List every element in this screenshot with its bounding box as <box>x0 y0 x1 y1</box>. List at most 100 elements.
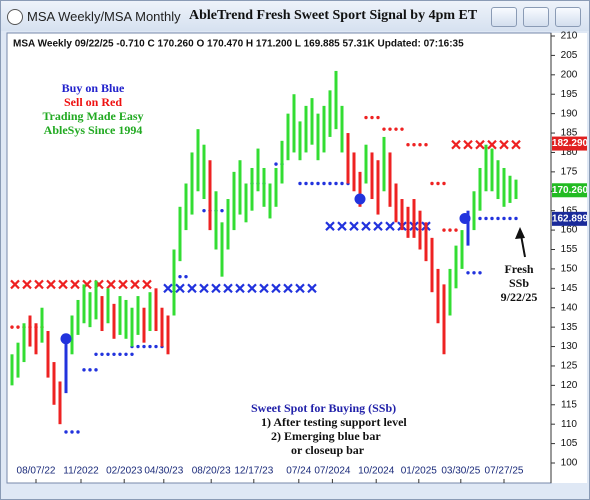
y-tick-label: 145 <box>561 283 578 294</box>
x-marker <box>235 283 245 294</box>
y-tick-label: 210 <box>561 31 578 42</box>
stop-dot <box>64 430 68 434</box>
note: AbleSys Since 1994 <box>44 123 143 137</box>
minimize-button[interactable] <box>491 7 517 27</box>
title-bar: MSA Weekly/MSA Monthly AbleTrend Fresh S… <box>1 1 589 31</box>
stop-dot <box>478 216 482 221</box>
y-tick-label: 130 <box>561 341 578 352</box>
x-marker <box>22 279 32 290</box>
x-tick-label: 07/24 <box>286 466 311 477</box>
x-marker <box>211 283 221 294</box>
price-tag-label: 162.899 <box>552 213 587 224</box>
app-icon <box>7 9 23 25</box>
x-marker <box>451 139 461 150</box>
x-marker <box>163 283 173 294</box>
stop-dot <box>388 127 392 131</box>
maximize-button[interactable] <box>523 7 549 27</box>
y-tick-label: 100 <box>561 458 578 469</box>
x-marker <box>175 283 185 294</box>
stop-dot <box>490 216 494 221</box>
stop-dot <box>106 352 110 357</box>
stop-dot <box>340 181 344 186</box>
stop-dot <box>406 142 410 147</box>
stop-dot <box>82 368 86 372</box>
stop-dot <box>430 181 434 186</box>
x-marker <box>10 279 20 290</box>
y-tick-label: 140 <box>561 302 578 313</box>
note: Buy on Blue <box>62 81 125 95</box>
stop-dot <box>448 228 452 232</box>
price-tag <box>552 183 587 198</box>
x-marker <box>223 283 233 294</box>
y-tick-label: 160 <box>561 225 578 236</box>
x-marker <box>70 279 80 290</box>
signal-dot <box>459 212 471 224</box>
stop-dot <box>274 162 278 166</box>
x-tick-label: 08/07/22 <box>17 466 56 477</box>
y-tick-label: 155 <box>561 244 578 255</box>
x-marker <box>283 283 293 294</box>
x-marker <box>118 279 128 290</box>
stop-dot <box>484 216 488 221</box>
info-line: MSA Weekly 09/22/25 -0.710 C 170.260 O 1… <box>13 39 464 50</box>
stop-dot <box>148 344 152 349</box>
y-tick-label: 120 <box>561 380 578 391</box>
x-marker <box>349 221 359 231</box>
legend-notes: Buy on Blue Sell on Red Trading Made Eas… <box>42 81 143 137</box>
stop-dot <box>70 430 74 434</box>
x-tick-label: 03/30/25 <box>441 466 480 477</box>
y-tick-label: 195 <box>561 89 578 100</box>
x-marker <box>199 283 209 294</box>
y-tick-label: 135 <box>561 322 578 333</box>
stop-dot <box>298 181 302 186</box>
price-tag-label: 182.290 <box>552 138 587 149</box>
x-marker <box>58 279 68 290</box>
stop-dot <box>400 127 404 131</box>
y-tick-label: 125 <box>561 361 578 372</box>
y-tick-label: 115 <box>561 399 577 410</box>
stop-dot <box>100 352 104 357</box>
note: 9/22/25 <box>501 290 538 304</box>
y-tick-label: 105 <box>561 438 578 449</box>
x-marker <box>34 279 44 290</box>
stop-dot <box>466 271 470 275</box>
stop-dot <box>508 216 512 221</box>
axis-panel <box>551 33 587 483</box>
stop-dot <box>412 142 416 147</box>
stop-dot <box>418 142 422 147</box>
stop-dot <box>376 115 380 120</box>
price-tag-label: 170.260 <box>552 185 587 196</box>
x-tick-label: 04/30/23 <box>144 466 183 477</box>
stop-dot <box>10 325 14 329</box>
note: Trading Made Easy <box>42 109 143 123</box>
x-marker <box>46 279 56 290</box>
stop-dot <box>88 368 92 372</box>
note: or closeup bar <box>291 443 365 457</box>
x-marker <box>187 283 197 294</box>
note: Fresh <box>504 262 533 276</box>
stop-dot <box>442 228 446 232</box>
stop-dot <box>124 352 128 357</box>
stop-dot <box>154 344 158 349</box>
stop-dot <box>94 368 98 372</box>
arrow <box>520 234 526 258</box>
stop-dot <box>16 325 20 329</box>
price-tag <box>552 211 587 226</box>
close-button[interactable] <box>555 7 581 27</box>
x-marker <box>130 279 140 290</box>
x-tick-label: 10/2024 <box>358 466 395 477</box>
x-tick-label: 12/17/23 <box>234 466 273 477</box>
x-tick-label: 01/2025 <box>401 466 438 477</box>
price-tag <box>552 136 587 151</box>
x-marker <box>373 221 383 231</box>
stop-dot <box>478 271 482 275</box>
y-tick-label: 200 <box>561 69 578 80</box>
stop-dot <box>130 352 134 357</box>
stop-dot <box>202 208 206 213</box>
window-title: MSA Weekly/MSA Monthly <box>27 9 181 24</box>
x-marker <box>271 283 281 294</box>
stop-dot <box>328 181 332 186</box>
ssb-notes: Sweet Spot for Buying (SSb) 1) After tes… <box>251 401 407 457</box>
note: SSb <box>509 276 529 290</box>
